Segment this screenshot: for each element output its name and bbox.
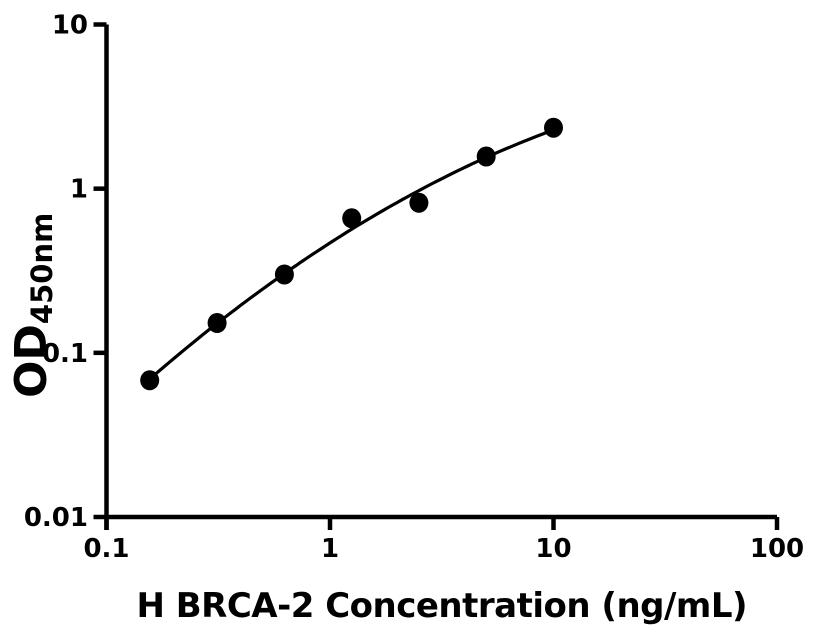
data-point xyxy=(274,264,294,285)
tick-marks xyxy=(93,22,780,530)
y-axis-title-main: OD xyxy=(6,324,57,398)
x-tick-label: 10 xyxy=(535,534,571,564)
y-tick-label: 0.1 xyxy=(42,339,88,369)
data-points xyxy=(140,117,563,391)
x-axis-title: H BRCA-2 Concentration (ng/mL) xyxy=(136,586,747,626)
x-tick-label: 100 xyxy=(750,534,804,564)
data-point xyxy=(207,313,227,333)
y-axis-title: OD450nm xyxy=(6,213,59,398)
y-tick-label: 1 xyxy=(70,175,88,205)
y-tick-label: 0.01 xyxy=(24,503,88,533)
y-axis-title-subscript: 450nm xyxy=(25,213,59,324)
data-point xyxy=(476,146,496,167)
data-point xyxy=(342,208,362,229)
data-point xyxy=(544,117,563,138)
x-tick-label: 1 xyxy=(321,534,339,564)
data-point xyxy=(409,192,429,213)
fit-curve xyxy=(148,128,556,381)
y-tick-label: 10 xyxy=(52,11,88,41)
axes xyxy=(104,24,777,530)
x-tick-label: 0.1 xyxy=(83,534,129,564)
data-point xyxy=(140,370,160,391)
